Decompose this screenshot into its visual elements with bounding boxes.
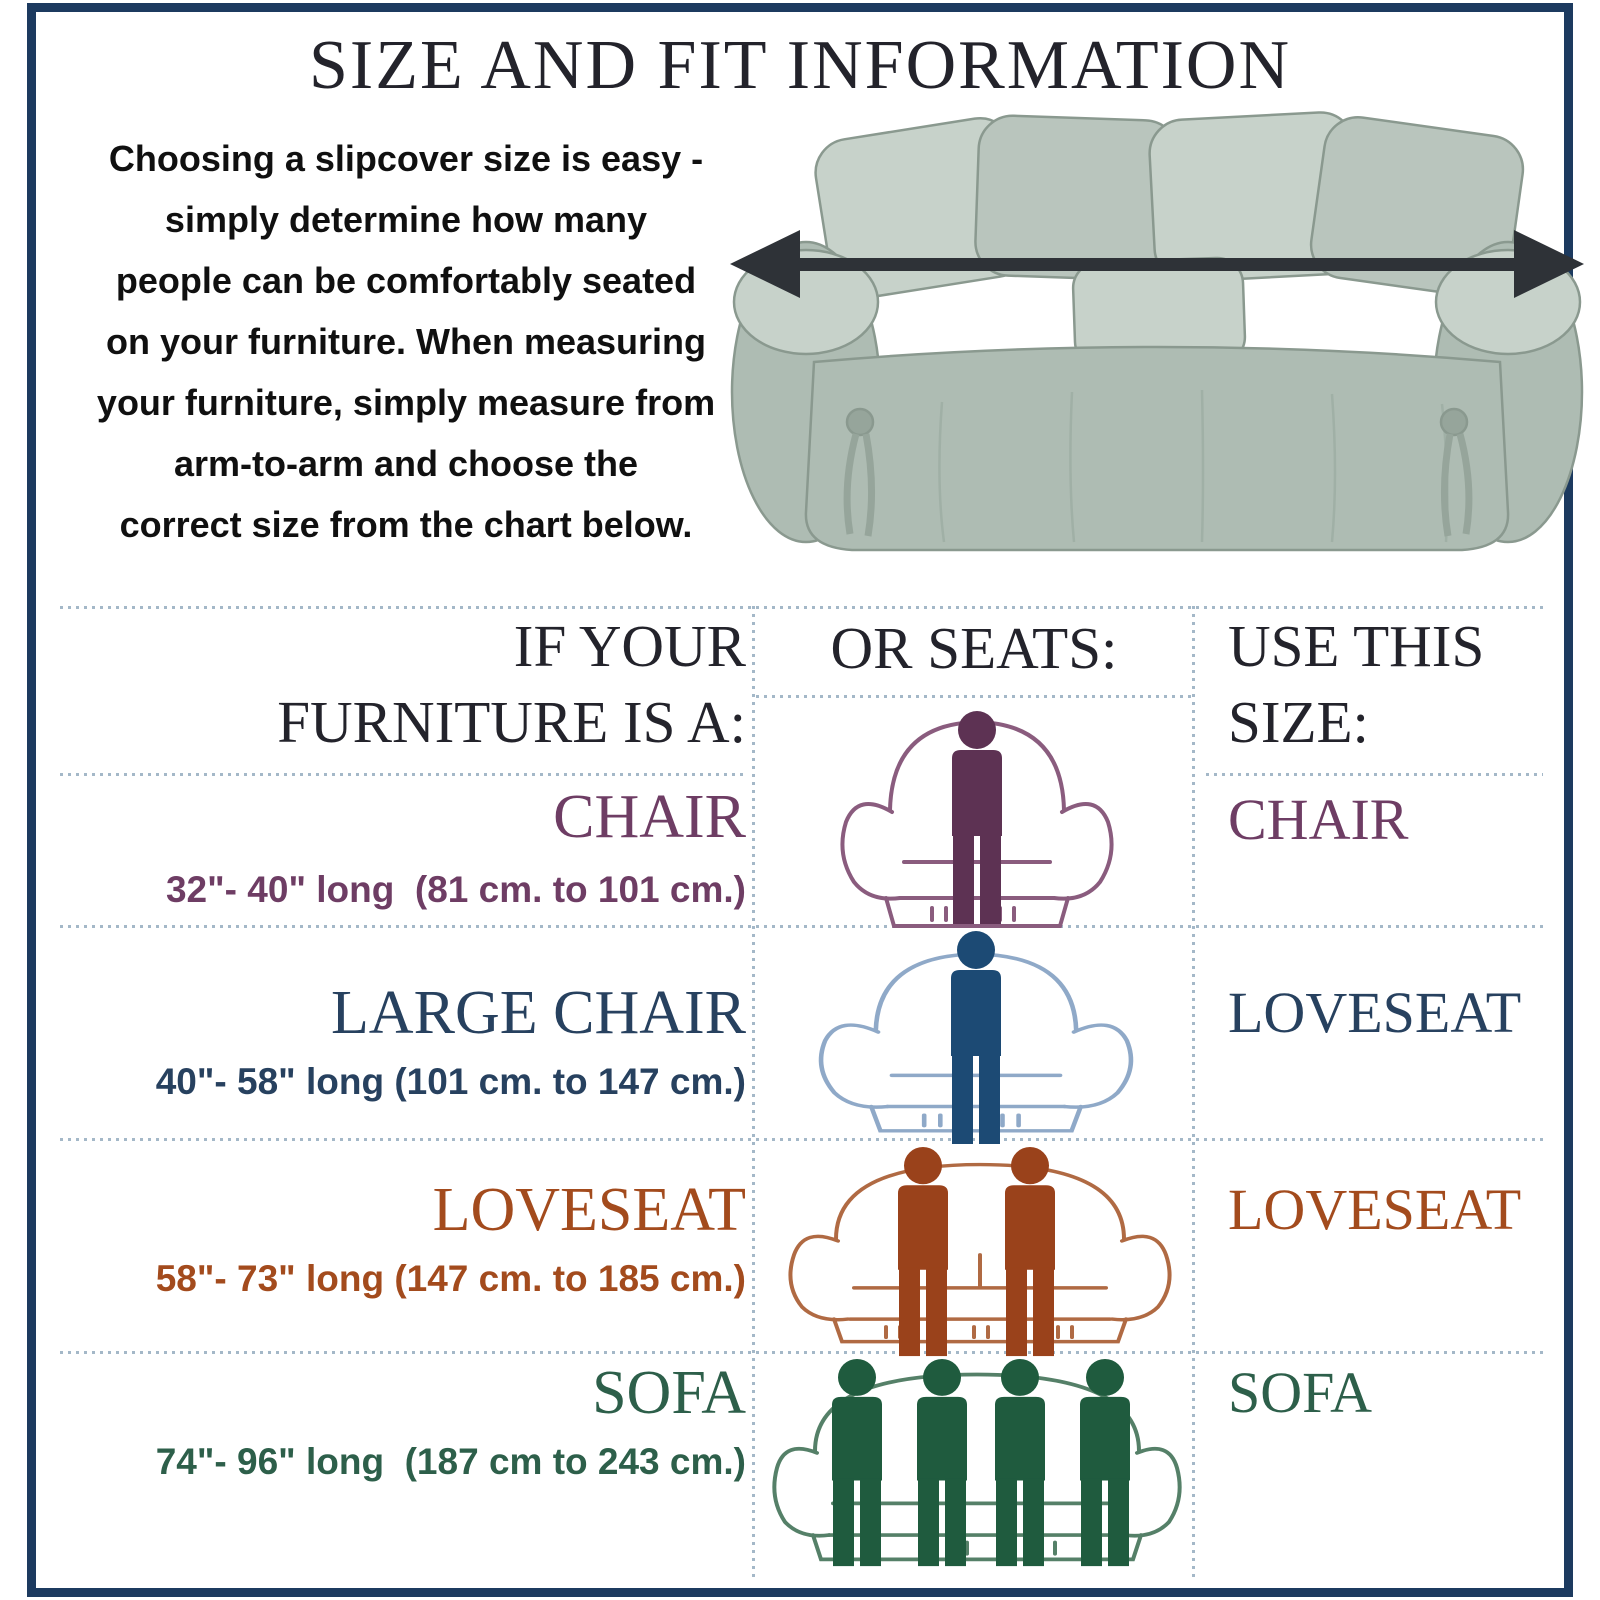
person-icon [952, 711, 1002, 924]
back-pillow [974, 114, 1180, 282]
sofa-photo [730, 111, 1584, 552]
size-range-chair: 32"- 40" long (81 cm. to 101 cm.) [165, 869, 746, 910]
loveseat-outline-icon [788, 1162, 1172, 1344]
person-icon [898, 1146, 1055, 1357]
person-icon [951, 931, 1001, 1144]
seats-icon-sofa-4-people [772, 1358, 1182, 1567]
size-range-sofa: 74"- 96" long (187 cm to 243 cm.) [155, 1441, 746, 1482]
arm-tie-right [1439, 407, 1473, 537]
sofa-illustration [730, 111, 1584, 552]
use-size-label-chair: CHAIR [1228, 787, 1409, 852]
column-divider-1 [752, 606, 755, 1578]
back-pillow [1309, 116, 1525, 298]
divider-row-chair [60, 925, 1543, 928]
furniture-label-chair: CHAIR [553, 783, 746, 851]
divider-row-loveseat [60, 1351, 1543, 1354]
seats-icon-loveseat-2-people [788, 1146, 1172, 1357]
sofa-seat-skirt [804, 345, 1510, 552]
divider-under-seats-header [756, 695, 1192, 698]
arm-tie-left [843, 407, 876, 537]
intro-text: Choosing a slipcover size is easy - simp… [96, 138, 716, 545]
seats-icon-chair-1-person [840, 711, 1114, 928]
use-size-label-sofa: SOFA [1228, 1360, 1372, 1425]
seats-icon-large-chair-1-person [786, 931, 1166, 1144]
page-frame [27, 3, 1573, 1597]
size-range-loveseat: 58"- 73" long (147 cm. to 185 cm.) [155, 1258, 746, 1299]
use-size-label-loveseat-1: LOVESEAT [1228, 980, 1522, 1045]
furniture-label-loveseat: LOVESEAT [432, 1176, 746, 1244]
measure-arrow-icon [730, 230, 1584, 298]
furniture-label-large-chair: LARGE CHAIR [330, 979, 746, 1047]
skirt-folds [938, 389, 1449, 543]
divider-row-large-chair [60, 1138, 1543, 1141]
furniture-label-sofa: SOFA [592, 1359, 746, 1427]
page-title: SIZE AND FIT INFORMATION [308, 27, 1292, 104]
column-divider-2 [1192, 606, 1195, 1578]
column-header-furniture: IF YOUR FURNITURE IS A: [277, 613, 746, 755]
column-header-size: USE THIS SIZE: [1228, 613, 1485, 755]
column-header-seats: OR SEATS: [830, 615, 1118, 681]
size-range-large-chair: 40"- 58" long (101 cm. to 147 cm.) [155, 1061, 746, 1102]
divider-under-furniture-header [60, 773, 746, 776]
divider-under-size-header [1206, 773, 1543, 776]
use-size-label-loveseat-2: LOVESEAT [1228, 1177, 1522, 1242]
table-border-top [60, 606, 1543, 609]
